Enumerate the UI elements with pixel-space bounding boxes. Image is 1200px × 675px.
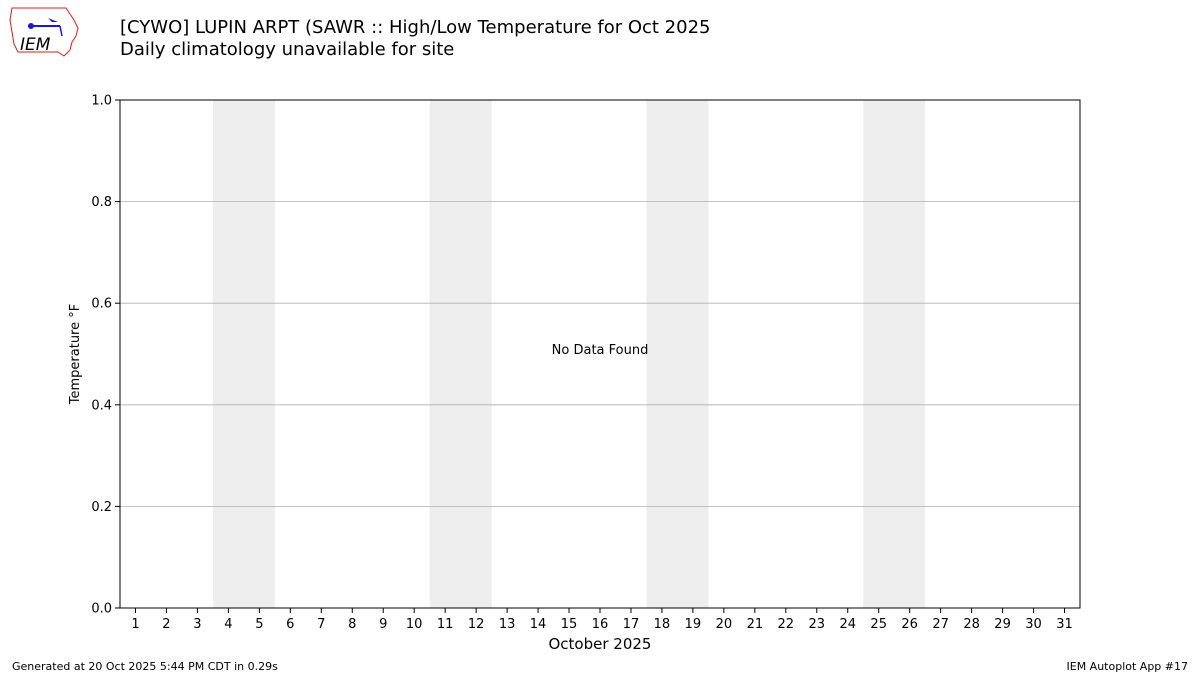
- generated-timestamp: Generated at 20 Oct 2025 5:44 PM CDT in …: [12, 660, 278, 673]
- x-tick-label: 24: [839, 617, 856, 632]
- y-axis-label: Temperature °F: [68, 304, 83, 405]
- x-tick-label: 21: [747, 617, 764, 632]
- x-axis-label: October 2025: [549, 635, 652, 653]
- title-line-2: Daily climatology unavailable for site: [120, 39, 455, 60]
- x-tick-label: 9: [379, 617, 387, 632]
- iem-logo: IEM: [8, 6, 80, 58]
- y-tick-label: 0.4: [91, 398, 112, 413]
- y-tick-label: 0.0: [91, 602, 112, 617]
- title-line-1: [CYWO] LUPIN ARPT (SAWR :: High/Low Temp…: [120, 17, 711, 38]
- x-tick-label: 26: [901, 617, 918, 632]
- x-tick-label: 3: [193, 617, 201, 632]
- x-tick-label: 28: [963, 617, 980, 632]
- weekend-band: [646, 100, 709, 608]
- x-tick-label: 23: [809, 617, 826, 632]
- chart-title: [CYWO] LUPIN ARPT (SAWR :: High/Low Temp…: [120, 17, 710, 61]
- x-tick-label: 25: [870, 617, 887, 632]
- x-tick-label: 13: [499, 617, 516, 632]
- x-tick-label: 2: [162, 617, 170, 632]
- x-tick-label: 1: [131, 617, 139, 632]
- weekend-band: [212, 100, 275, 608]
- weekend-bands: [212, 100, 926, 608]
- x-tick-label: 8: [348, 617, 356, 632]
- weekend-band: [429, 100, 492, 608]
- x-tick-label: 31: [1056, 617, 1073, 632]
- x-tick-label: 22: [778, 617, 795, 632]
- x-tick-label: 27: [932, 617, 949, 632]
- x-tick-label: 18: [654, 617, 671, 632]
- x-tick-label: 10: [406, 617, 423, 632]
- x-tick-label: 4: [224, 617, 232, 632]
- y-tick-label: 0.8: [91, 195, 112, 210]
- no-data-annotation: No Data Found: [552, 343, 649, 358]
- weekend-band: [863, 100, 926, 608]
- x-tick-label: 15: [561, 617, 578, 632]
- x-tick-label: 5: [255, 617, 263, 632]
- x-axis: 1 2 3 4 5 6 7 8 9 10 11 12 13 14 15 16 17 18 19 20 21 22 23 24 2…: [131, 608, 1073, 632]
- x-tick-label: 17: [623, 617, 640, 632]
- x-tick-label: 19: [685, 617, 702, 632]
- y-tick-label: 0.6: [91, 297, 112, 312]
- x-tick-label: 7: [317, 617, 325, 632]
- svg-text:IEM: IEM: [20, 35, 51, 55]
- x-tick-label: 14: [530, 617, 547, 632]
- app-label: IEM Autoplot App #17: [1066, 660, 1189, 673]
- x-tick-label: 6: [286, 617, 294, 632]
- x-tick-label: 16: [592, 617, 609, 632]
- x-tick-label: 29: [994, 617, 1011, 632]
- y-axis: 0.0 0.2 0.4 0.6 0.8 1.0: [91, 94, 120, 617]
- x-tick-label: 11: [437, 617, 454, 632]
- y-tick-label: 1.0: [91, 94, 112, 109]
- x-tick-label: 20: [716, 617, 733, 632]
- y-tick-label: 0.2: [91, 500, 112, 515]
- x-tick-label: 30: [1025, 617, 1042, 632]
- x-tick-label: 12: [468, 617, 485, 632]
- gridlines: [120, 201, 1080, 507]
